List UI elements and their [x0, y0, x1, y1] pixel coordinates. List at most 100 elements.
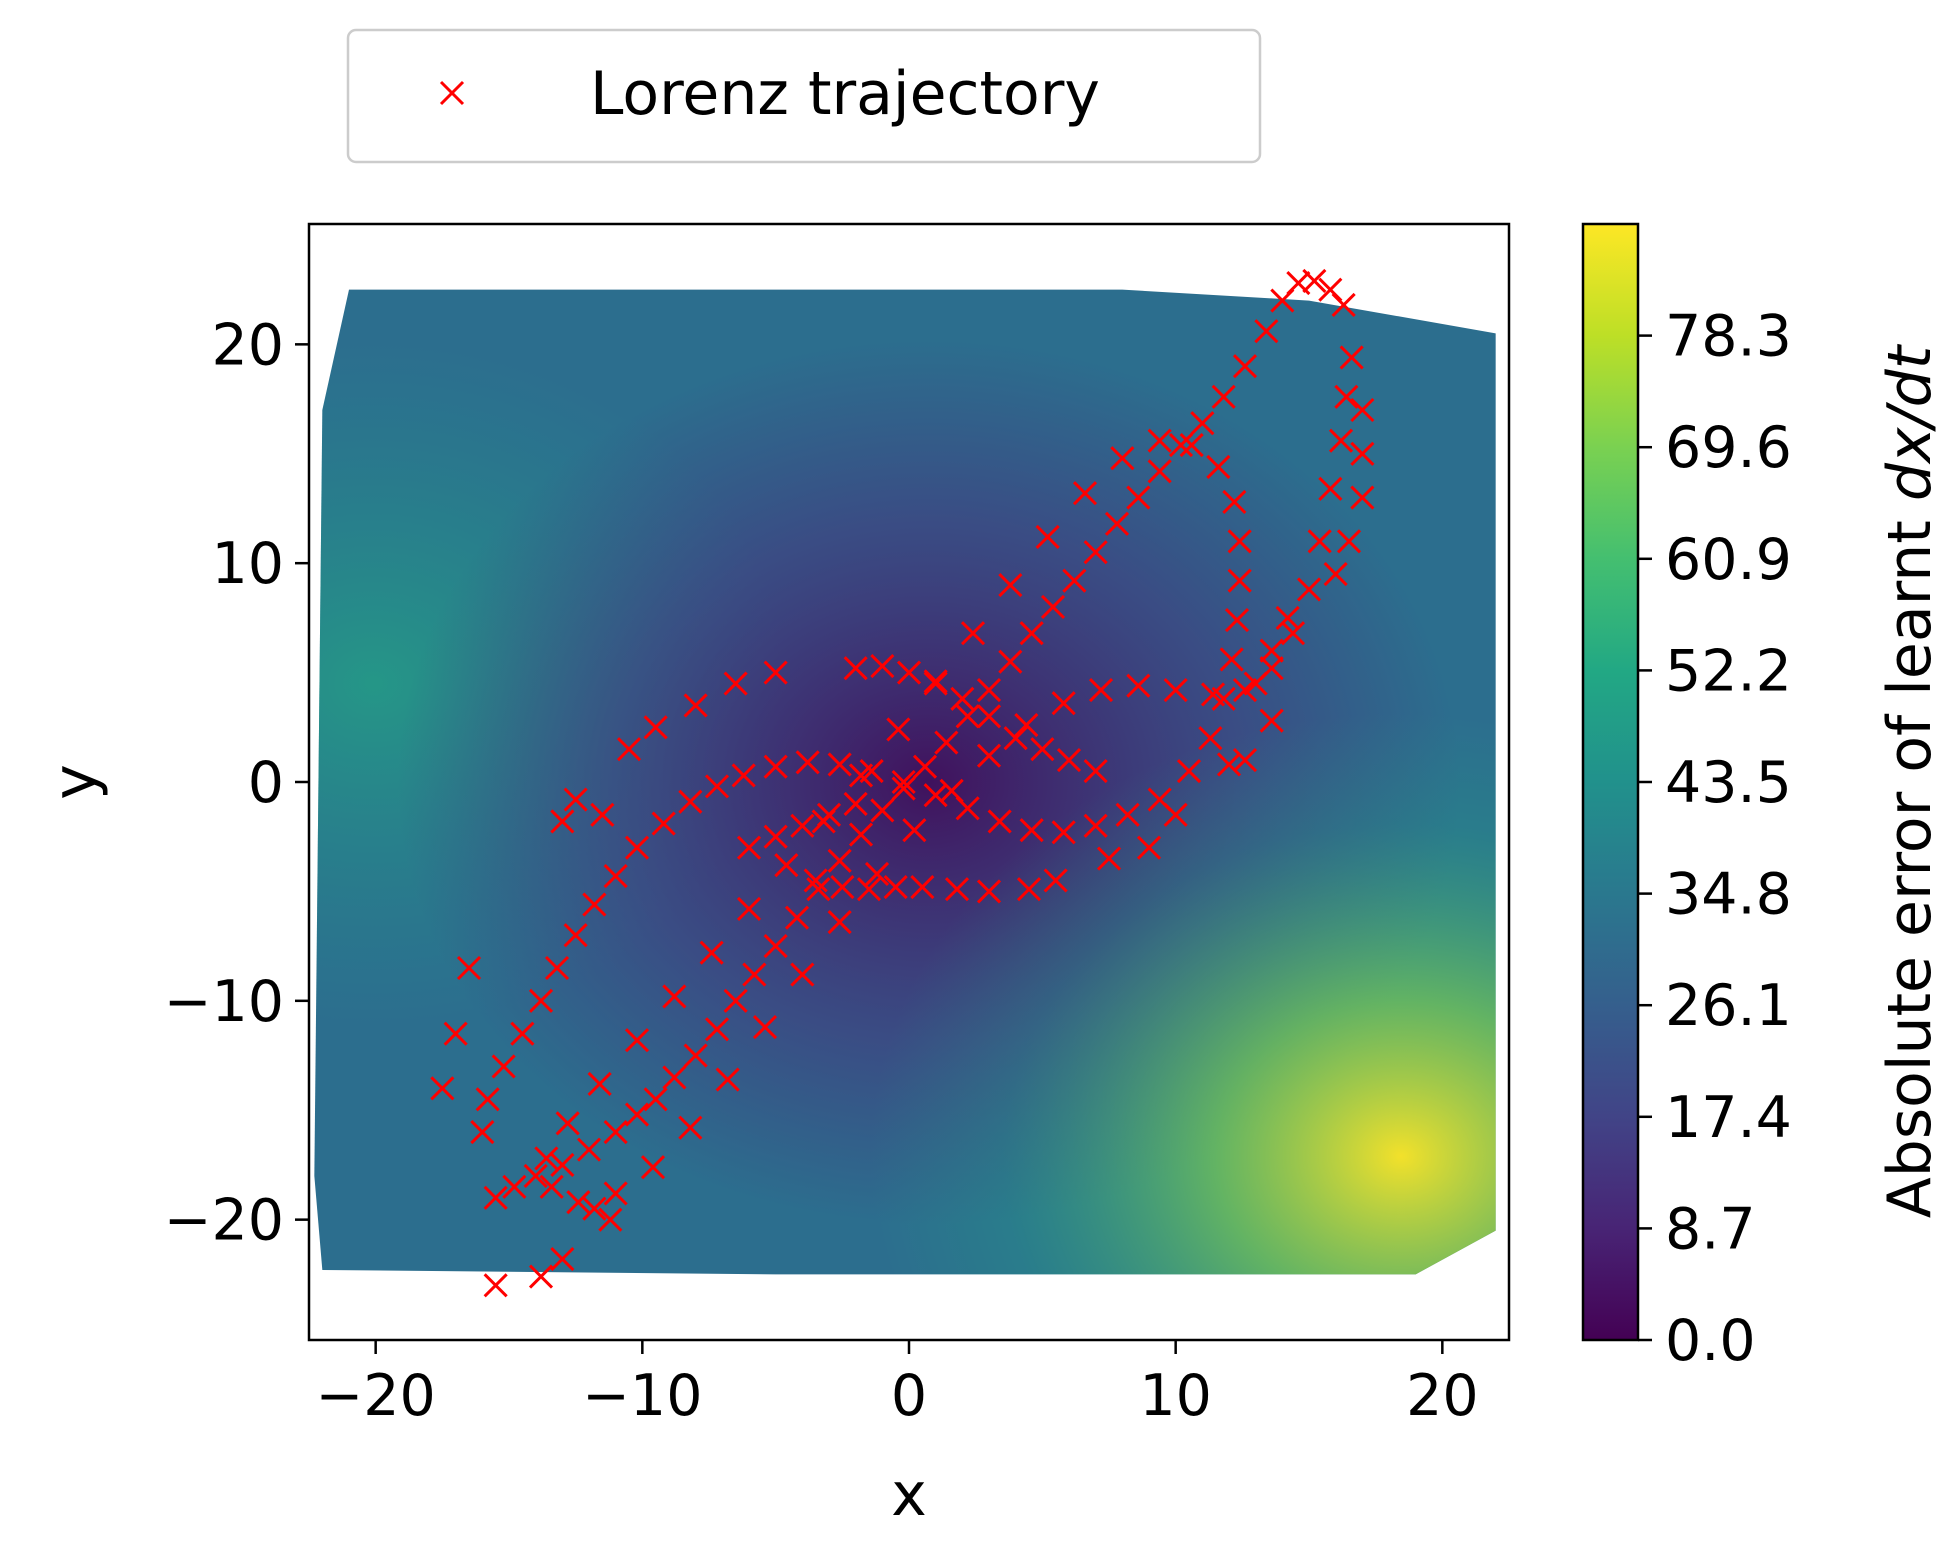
trajectory-point — [715, 1067, 740, 1092]
y-tick-label: −10 — [164, 969, 284, 1035]
trajectory-point — [683, 693, 708, 718]
trajectory-point — [763, 824, 788, 849]
trajectory-point — [923, 671, 948, 696]
trajectory-point — [1019, 818, 1044, 843]
trajectory-point — [550, 1246, 575, 1272]
trajectory-point — [624, 1028, 650, 1053]
trajectory-point — [723, 671, 748, 696]
trajectory-point — [736, 896, 762, 921]
trajectory-point — [1296, 577, 1322, 602]
trajectory-point — [643, 715, 668, 740]
colorbar-tick-label: 69.6 — [1665, 415, 1792, 481]
trajectory-point — [624, 1102, 650, 1127]
x-tick-label: 0 — [891, 1363, 927, 1429]
x-tick-label: 10 — [1139, 1363, 1212, 1429]
trajectory-point — [1350, 397, 1375, 423]
trajectory-point — [1200, 682, 1226, 707]
colorbar-tick-label: 26.1 — [1665, 973, 1792, 1039]
x-tick-label: −10 — [582, 1363, 702, 1429]
trajectory-point — [923, 783, 948, 808]
colorbar-tick-label: 43.5 — [1665, 750, 1792, 816]
trajectory-point — [1350, 485, 1375, 510]
trajectory-point — [483, 1273, 508, 1298]
trajectory-point — [528, 988, 554, 1013]
trajectory-point — [563, 923, 588, 948]
trajectory-point — [1232, 678, 1258, 703]
trajectory-point — [603, 864, 628, 889]
x-tick-label: 20 — [1406, 1363, 1479, 1429]
trajectory-point — [456, 955, 482, 981]
trajectory-point — [582, 1196, 607, 1221]
trajectory-point — [723, 988, 748, 1013]
trajectory-point — [624, 835, 650, 860]
trajectory-point — [662, 1065, 687, 1090]
trajectory-point — [563, 787, 588, 812]
trajectory-point — [1083, 758, 1108, 784]
trajectory-point — [843, 791, 868, 816]
trajectory-point — [1126, 673, 1151, 698]
trajectory-point — [544, 955, 570, 981]
trajectory-point — [678, 1115, 703, 1140]
trajectory-point — [870, 653, 895, 679]
x-axis-ticks: −20 −10 0 10 20 — [316, 1340, 1479, 1429]
trajectory-point — [763, 934, 788, 959]
trajectory-point — [491, 1054, 516, 1079]
trajectory-point — [1336, 529, 1362, 554]
trajectory-point — [1232, 354, 1258, 379]
trajectory-point — [1030, 737, 1055, 762]
trajectory-point — [1227, 529, 1252, 554]
trajectory-point — [1280, 621, 1306, 646]
trajectory-point — [1232, 748, 1258, 773]
trajectory-point — [1339, 345, 1364, 370]
trajectory-point — [848, 763, 874, 788]
trajectory-point — [883, 874, 908, 900]
trajectory-point — [816, 802, 842, 827]
trajectory-point — [790, 813, 815, 838]
trajectory-point — [1115, 802, 1140, 827]
trajectory-point — [1328, 428, 1354, 453]
trajectory-point — [1096, 846, 1122, 871]
trajectory-point — [998, 572, 1023, 598]
trajectory-point — [774, 853, 799, 878]
colorbar-tick-label: 78.3 — [1665, 304, 1792, 370]
trajectory-point — [555, 1111, 580, 1136]
trajectory-point — [1224, 608, 1250, 633]
colorbar-tick-label: 34.8 — [1665, 862, 1792, 928]
trajectory-point — [1163, 678, 1188, 703]
colorbar-tick-label: 0.0 — [1665, 1308, 1756, 1374]
trajectory-point — [976, 678, 1002, 703]
trajectory-point — [582, 892, 607, 917]
trajectory-point — [1147, 428, 1172, 453]
trajectory-point — [886, 717, 911, 742]
x-axis-label: x — [891, 1460, 927, 1530]
legend-marker-x — [439, 80, 465, 106]
trajectory-point — [976, 743, 1002, 768]
trajectory-point — [651, 811, 676, 836]
trajectory-point — [827, 752, 852, 777]
trajectory-point — [1104, 511, 1130, 536]
trajectory-point — [1072, 481, 1098, 506]
lorenz-trajectory-series — [430, 268, 1375, 1298]
trajectory-point — [1259, 638, 1284, 663]
y-tick-label: 0 — [248, 750, 284, 816]
y-tick-label: 10 — [211, 531, 284, 597]
trajectory-point — [848, 822, 874, 847]
trajectory-point — [1190, 411, 1215, 436]
trajectory-point — [1307, 529, 1332, 554]
trajectory-point — [603, 1120, 628, 1145]
trajectory-point — [830, 874, 855, 900]
trajectory-point — [1040, 594, 1066, 620]
y-axis-ticks: −20 −10 0 10 20 — [164, 312, 309, 1254]
trajectory-point — [891, 776, 916, 801]
trajectory-point — [752, 1015, 778, 1040]
colorbar-label: Absolute error of learnt dx/dt — [1875, 343, 1943, 1218]
trajectory-point — [891, 769, 916, 795]
trajectory-point — [539, 1174, 564, 1199]
trajectory-point — [923, 669, 948, 694]
trajectory-point — [1302, 268, 1327, 293]
trajectory-point — [736, 835, 762, 860]
trajectory-point — [1227, 568, 1252, 593]
trajectory-point — [598, 1207, 623, 1232]
trajectory-point — [430, 1076, 455, 1101]
